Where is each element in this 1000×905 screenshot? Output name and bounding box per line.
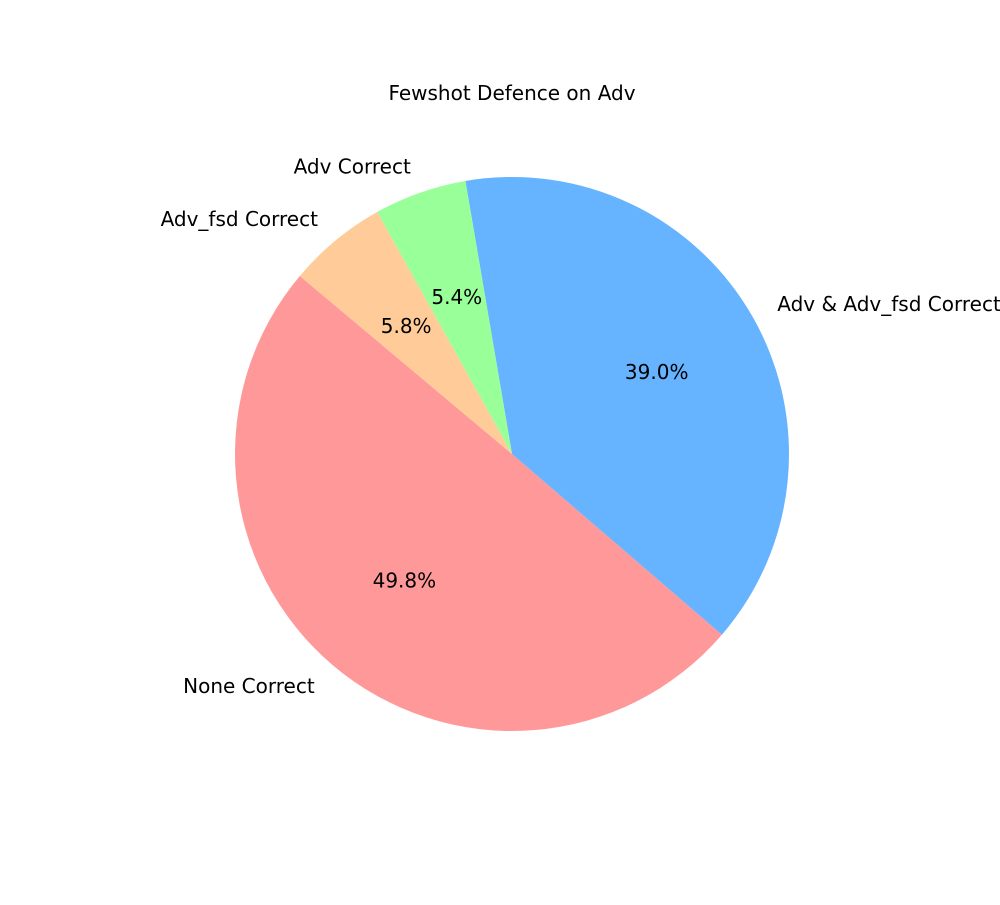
slice-label-adv-fsd-correct: Adv_fsd Correct [161,207,319,231]
pct-label-adv-correct: 5.4% [431,285,482,309]
pie-labels: 49.8% None Correct 39.0% Adv & Adv_fsd Corr… [161,155,1000,699]
pct-label-adv-and-adv-fsd-correct: 39.0% [625,360,689,384]
pie-slice-adv-and-adv-fsd-correct [465,177,790,635]
pie-slice-adv-correct [377,180,512,455]
pct-label-adv-fsd-correct: 5.8% [381,314,432,338]
slice-label-adv-correct: Adv Correct [294,155,411,179]
chart-title: Fewshot Defence on Adv [388,81,635,105]
slice-label-adv-and-adv-fsd-correct: Adv & Adv_fsd Correct [777,292,1000,316]
pct-label-none-correct: 49.8% [373,569,437,593]
pie-slice-adv-fsd-correct [299,212,512,454]
slice-label-none-correct: None Correct [183,674,315,698]
pie-slices [235,177,790,731]
pie-slice-none-correct [235,275,722,731]
